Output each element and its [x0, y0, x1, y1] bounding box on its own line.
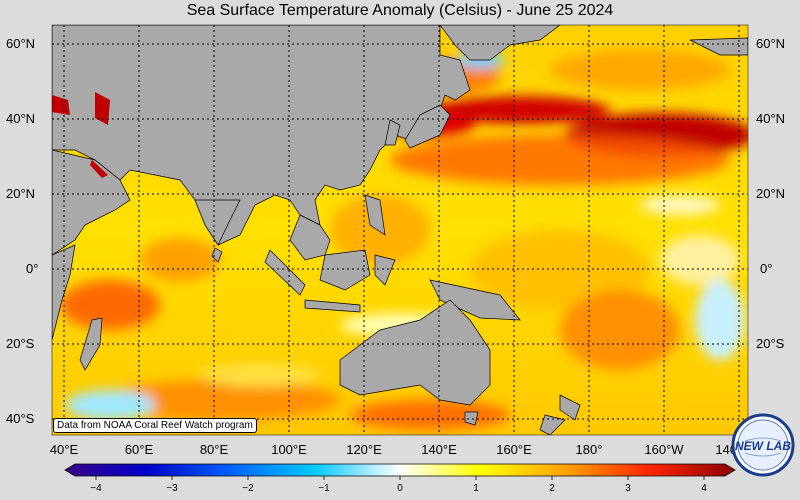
lat-label-left: 20°S — [6, 336, 35, 351]
map-title: Sea Surface Temperature Anomaly (Celsius… — [186, 2, 614, 19]
svg-text:NEW LAB: NEW LAB — [735, 439, 791, 453]
lon-label: 40°E — [49, 442, 79, 457]
lat-label-left: 60°N — [6, 36, 36, 51]
map-area — [52, 25, 748, 435]
lat-label-right: 20°S — [756, 336, 785, 351]
lon-label: 140°W — [715, 442, 735, 457]
lat-label-right: 20°N — [756, 186, 786, 201]
colorbar-tick-label: 3 — [625, 483, 631, 494]
lat-label-left: 40°S — [6, 411, 35, 426]
colorbar-tick-label: −4 — [90, 483, 102, 494]
colorbar-tick-label: 0 — [397, 483, 403, 494]
lon-label: 160°E — [496, 442, 532, 457]
lon-label: 140°E — [421, 442, 457, 457]
newlab-logo: NEW LAB — [731, 413, 795, 477]
lon-label: 180° — [575, 442, 603, 457]
colorbar-tick-label: −2 — [242, 483, 254, 494]
lat-label-right: 40°N — [756, 111, 786, 126]
colorbar-ticks — [95, 476, 705, 480]
lat-label-left: 40°N — [6, 111, 36, 126]
colorbar-tick-label: −3 — [166, 483, 178, 494]
lon-label: 160°W — [644, 442, 684, 457]
colorbar-tick-label: −1 — [318, 483, 330, 494]
lon-label: 120°E — [346, 442, 382, 457]
lon-label: 60°E — [124, 442, 154, 457]
data-credit: Data from NOAA Coral Reef Watch program — [53, 418, 257, 433]
lat-label-left: 0° — [26, 261, 39, 276]
colorbar-tick-label: 1 — [473, 483, 479, 494]
colorbar-tick-label: 4 — [701, 483, 707, 494]
lat-label-right: 0° — [760, 261, 773, 276]
colorbar — [64, 463, 736, 477]
colorbar-tick-label: 2 — [549, 483, 555, 494]
lon-label: 100°E — [271, 442, 307, 457]
lon-label: 80°E — [199, 442, 229, 457]
land — [52, 25, 748, 435]
lat-label-right: 60°N — [756, 36, 786, 51]
lat-label-left: 20°N — [6, 186, 36, 201]
inland-seas — [52, 92, 110, 178]
